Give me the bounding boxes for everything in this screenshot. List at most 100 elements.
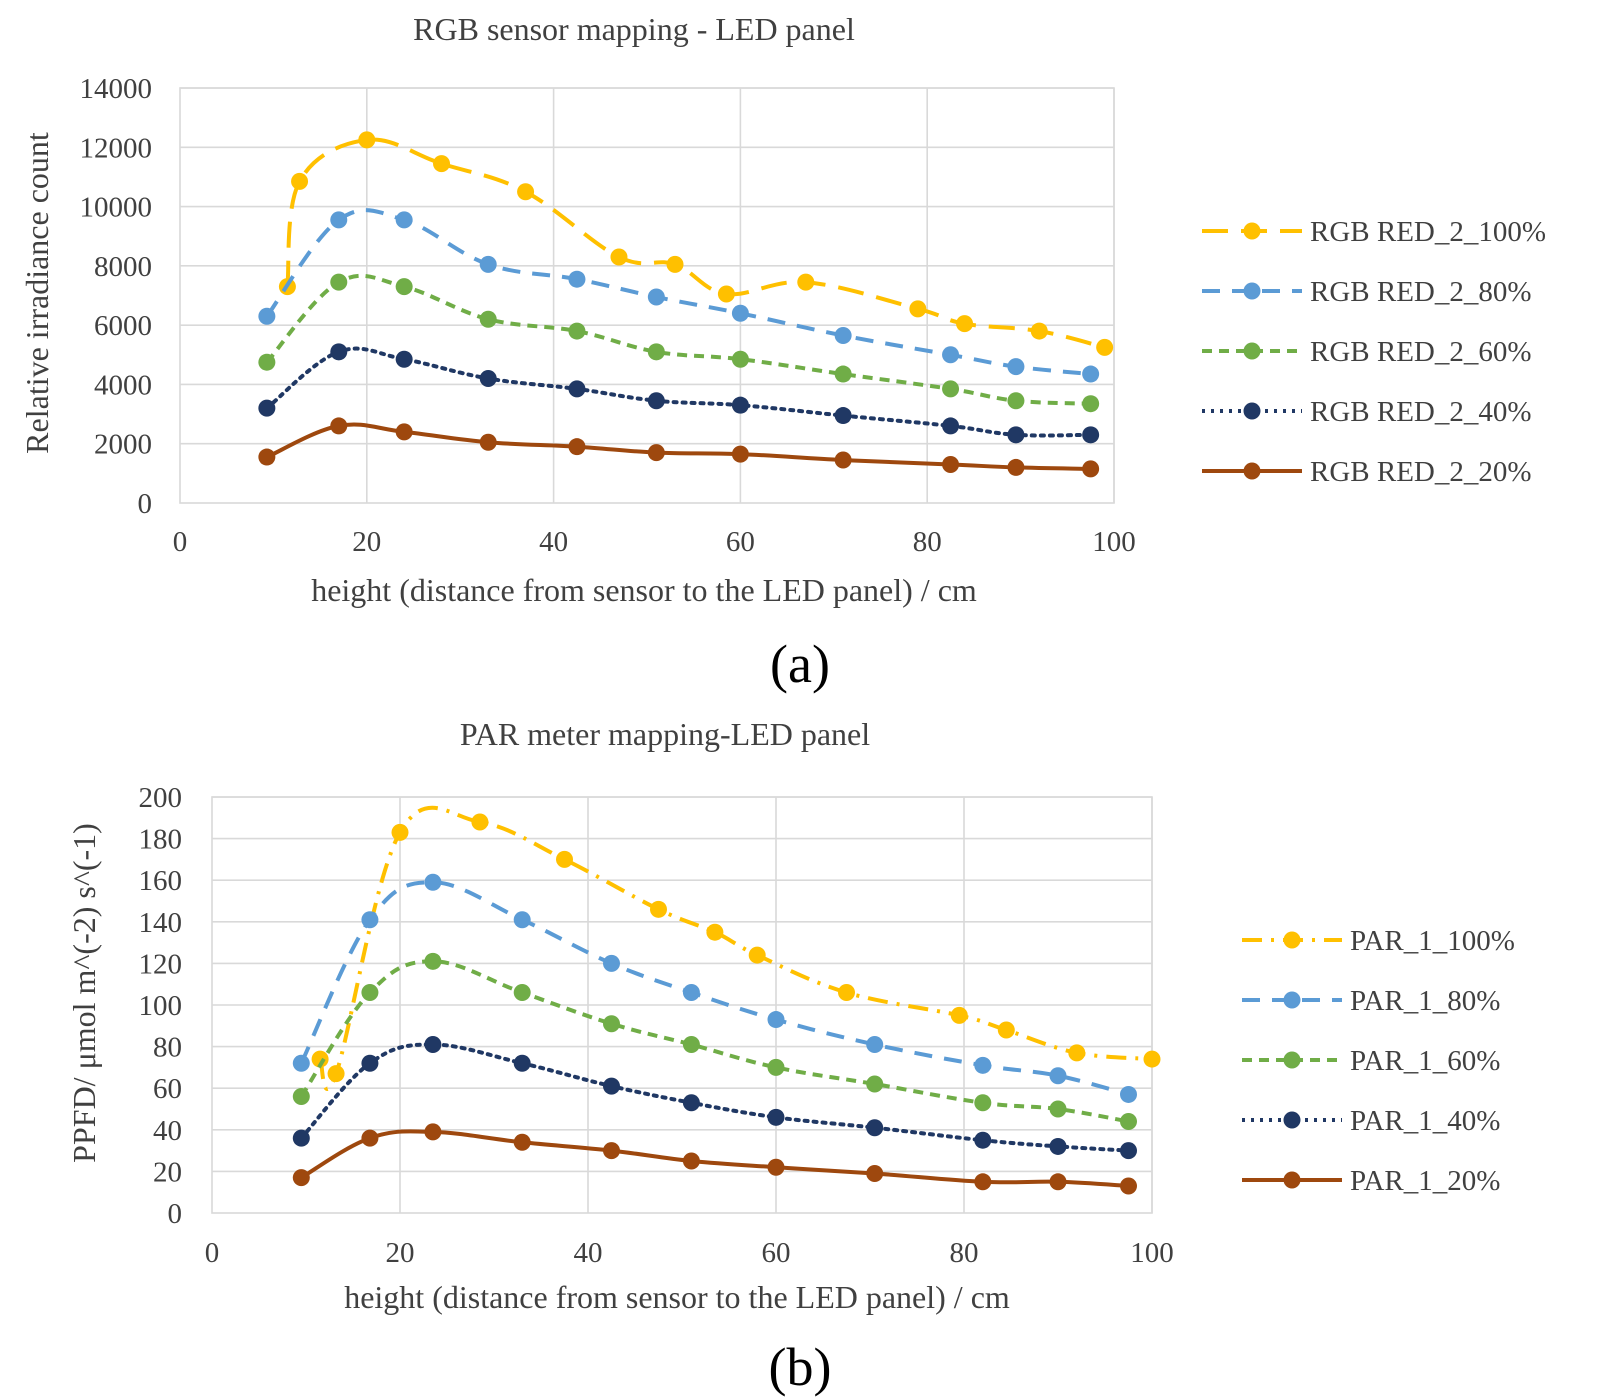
y-tick-label: 120	[139, 948, 183, 980]
data-point	[748, 946, 766, 964]
data-point	[1082, 460, 1100, 478]
data-point	[1082, 426, 1100, 444]
data-point	[513, 911, 531, 929]
y-tick-label: 40	[153, 1115, 182, 1147]
chart-title: RGB sensor mapping - LED panel	[413, 11, 855, 47]
data-point	[1030, 322, 1048, 340]
x-axis-ticks: 0 20 40 60 80 100	[205, 1237, 1174, 1269]
data-point	[568, 438, 586, 456]
y-axis-ticks: 0 20 40 60 80 100 120 140 160 180 200	[139, 782, 183, 1230]
panel-letter: (b)	[769, 1337, 832, 1397]
data-point	[424, 873, 442, 891]
data-point	[974, 1056, 992, 1074]
data-point	[513, 1054, 531, 1072]
legend-label: PAR_1_40%	[1350, 1105, 1500, 1137]
legend-label: RGB RED_2_80%	[1310, 276, 1532, 308]
x-tick-label: 60	[726, 526, 755, 558]
legend-label: PAR_1_100%	[1350, 925, 1515, 957]
data-point	[1007, 392, 1025, 410]
legend-entry: RGB RED_2_80%	[1202, 276, 1532, 308]
series-RGB RED_2_80%	[258, 208, 1100, 383]
data-point	[997, 1021, 1015, 1039]
data-point	[797, 273, 815, 291]
x-axis-ticks: 0 20 40 60 80 100	[173, 526, 1136, 558]
data-point	[866, 1119, 884, 1137]
x-tick-label: 80	[950, 1237, 979, 1269]
data-point	[731, 304, 749, 322]
data-point	[330, 417, 348, 435]
data-point	[1120, 1112, 1137, 1130]
data-point	[1096, 338, 1114, 356]
data-point	[1007, 426, 1025, 444]
data-point	[767, 1108, 785, 1126]
data-point	[424, 1036, 442, 1054]
data-point	[311, 1050, 329, 1068]
x-tick-label: 40	[539, 526, 568, 558]
legend-entry: RGB RED_2_60%	[1202, 336, 1532, 368]
legend-entry: PAR_1_80%	[1242, 985, 1500, 1017]
legend-label: RGB RED_2_100%	[1310, 216, 1546, 248]
legend-marker	[1243, 402, 1261, 420]
data-point	[424, 1123, 442, 1141]
plot-area	[179, 87, 1115, 504]
data-point	[292, 1054, 310, 1072]
data-point	[767, 1011, 785, 1029]
legend-marker	[1243, 282, 1261, 300]
x-tick-label: 20	[386, 1237, 415, 1269]
legend-marker	[1243, 222, 1261, 240]
data-point	[1082, 365, 1100, 383]
y-axis-ticks: 0 2000 4000 6000 8000 10000 12000 14000	[80, 73, 153, 520]
x-tick-label: 60	[762, 1237, 791, 1269]
legend-marker	[1283, 991, 1301, 1009]
data-point	[866, 1036, 884, 1054]
data-point	[568, 270, 586, 288]
data-point	[479, 433, 497, 451]
legend-label: PAR_1_20%	[1350, 1165, 1500, 1197]
legend-marker	[1243, 342, 1261, 360]
y-tick-label: 140	[139, 907, 183, 939]
data-point	[1049, 1173, 1067, 1191]
data-point	[942, 346, 960, 364]
data-point	[258, 448, 276, 466]
x-tick-label: 0	[173, 526, 188, 558]
data-point	[330, 211, 348, 229]
y-tick-label: 12000	[80, 132, 153, 164]
legend-marker	[1283, 1171, 1301, 1189]
data-point	[956, 315, 974, 333]
data-point	[556, 850, 573, 868]
data-point	[1120, 1085, 1137, 1103]
legend-label: RGB RED_2_20%	[1310, 456, 1532, 488]
series-line	[265, 208, 1091, 377]
series-RGB RED_2_20%	[258, 417, 1100, 478]
y-tick-label: 10000	[80, 192, 153, 224]
data-point	[471, 813, 489, 831]
data-point	[731, 445, 749, 463]
series-PAR_1_60%	[292, 952, 1137, 1130]
data-point	[361, 1054, 379, 1072]
data-point	[942, 380, 960, 398]
y-tick-label: 14000	[80, 73, 153, 105]
data-point	[361, 984, 379, 1002]
data-point	[834, 451, 852, 469]
data-point	[650, 900, 667, 918]
legend-entry: PAR_1_40%	[1242, 1105, 1500, 1137]
data-point	[292, 1088, 310, 1106]
gridlines	[212, 796, 1153, 1213]
data-point	[647, 288, 665, 306]
data-point	[395, 211, 413, 229]
data-point	[258, 307, 276, 325]
data-point	[950, 1006, 968, 1024]
chart-panel-b: PAR meter mapping-LED panel 0 20 40 60 80 100…	[66, 716, 1515, 1397]
legend-marker	[1283, 1111, 1301, 1129]
series-line	[299, 880, 1130, 1097]
legend-entry: PAR_1_100%	[1242, 925, 1515, 957]
data-point	[942, 455, 960, 473]
data-point	[834, 407, 852, 425]
data-point	[391, 823, 409, 841]
x-tick-label: 0	[205, 1237, 220, 1269]
panel-letter: (a)	[770, 634, 830, 694]
data-point	[1049, 1137, 1067, 1155]
data-point	[395, 278, 413, 296]
data-point	[682, 1094, 700, 1112]
